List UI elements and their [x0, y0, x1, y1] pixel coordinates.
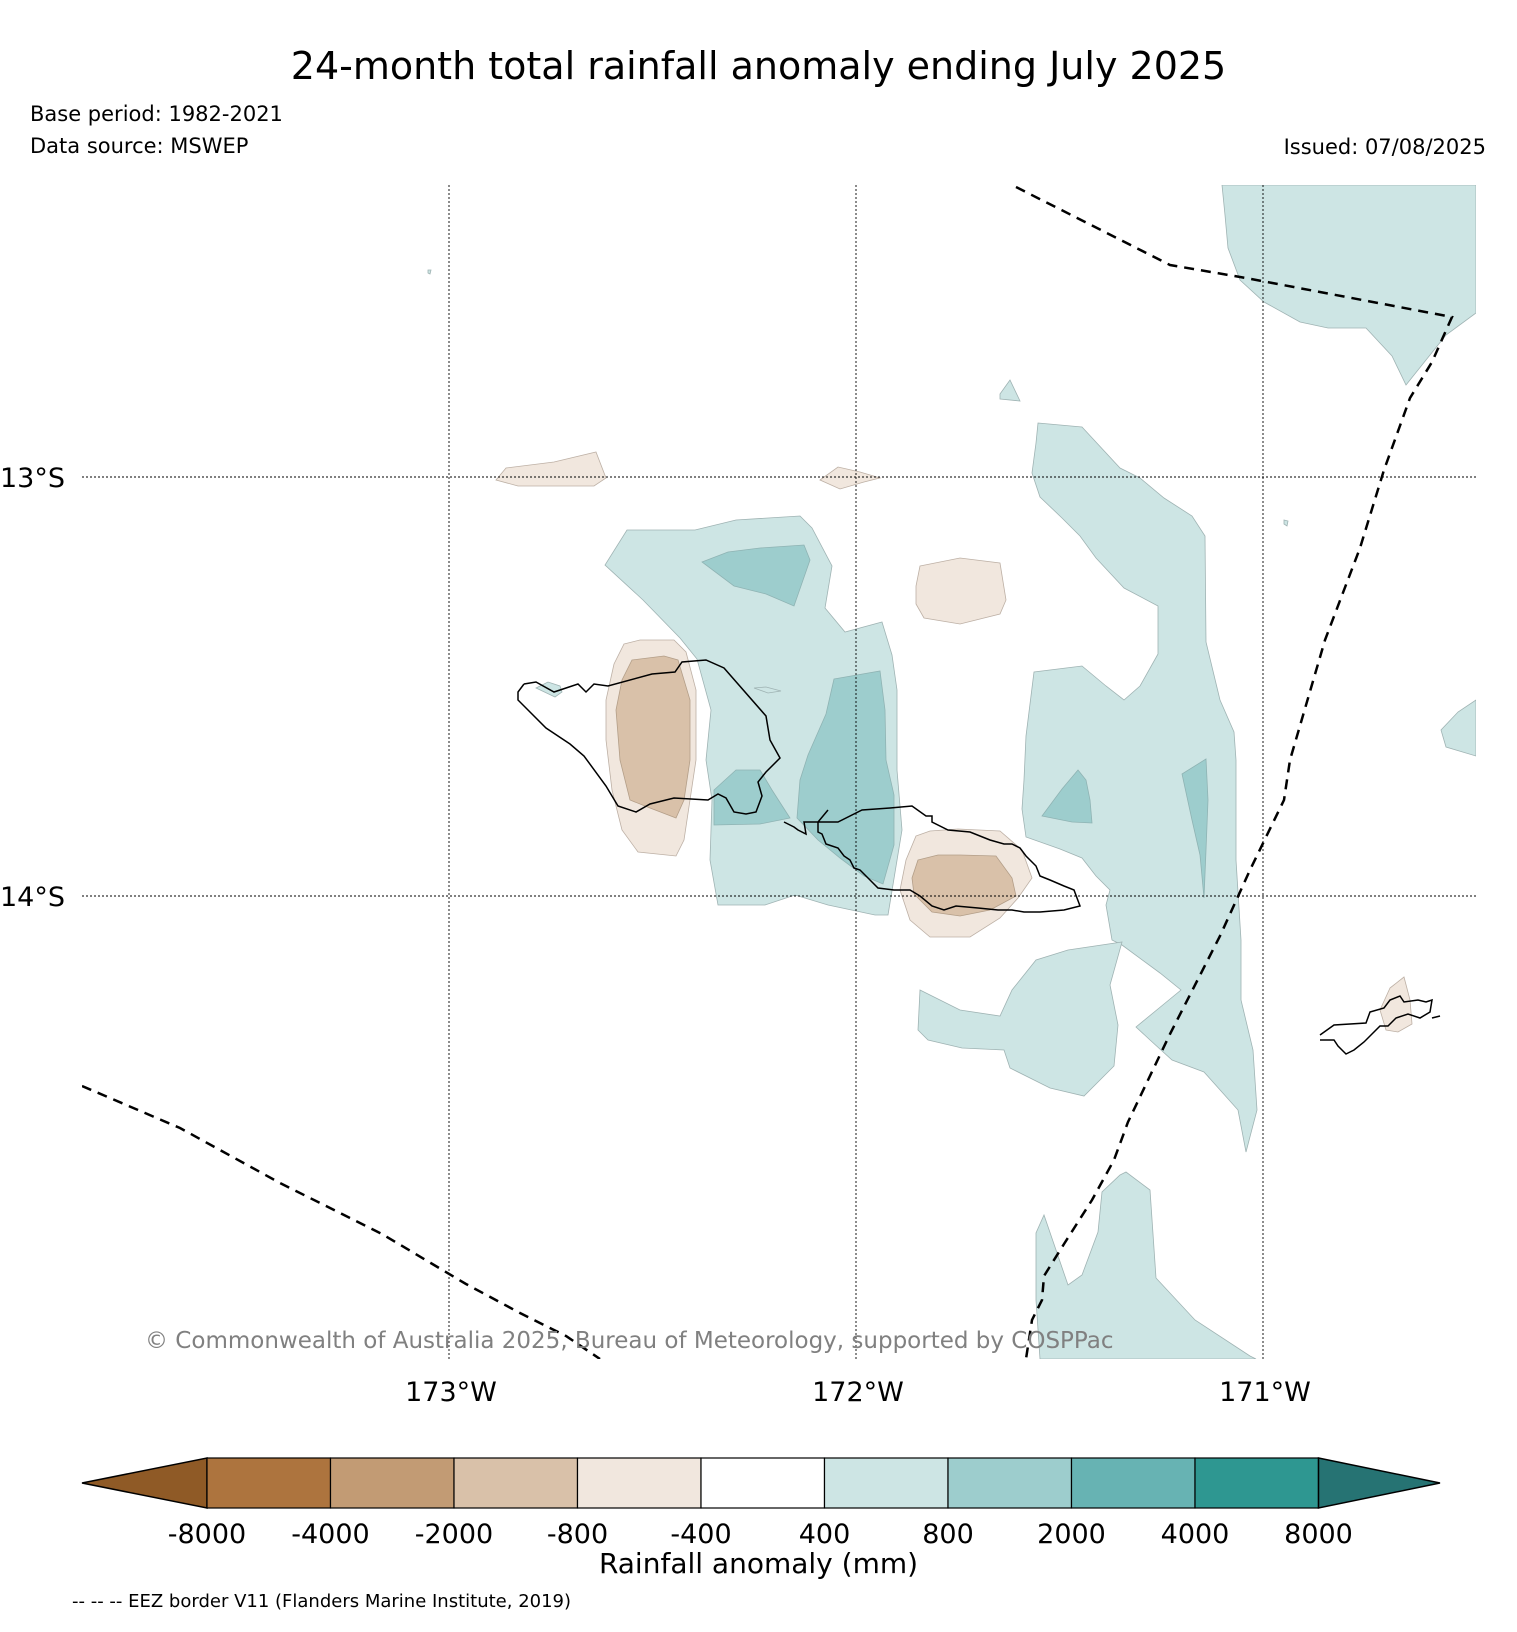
map-title: 24-month total rainfall anomaly ending J… — [290, 44, 1227, 88]
colorbar-segment — [329, 1457, 455, 1509]
colorbar-tick-label: -4000 — [291, 1519, 369, 1550]
latitude-labels: 13°S 14°S — [0, 463, 65, 913]
colorbar-tick-label: 8000 — [1284, 1519, 1353, 1550]
lon-label-173w: 173°W — [405, 1377, 497, 1408]
colorbar-tick-label: -8000 — [168, 1519, 246, 1550]
colorbar-tick-label: -800 — [547, 1519, 608, 1550]
longitude-labels: 173°W 172°W 171°W — [405, 1377, 1311, 1408]
eez-border — [82, 185, 1454, 1359]
coastline-upolu — [783, 805, 1081, 913]
eez-legend-note: -- -- -- EEZ border V11 (Flanders Marine… — [72, 1591, 572, 1612]
copyright-notice: © Commonwealth of Australia 2025, Bureau… — [145, 1328, 1114, 1354]
colorbar-label: Rainfall anomaly (mm) — [598, 1547, 919, 1580]
colorbar-segment — [700, 1457, 826, 1509]
colorbar-tick-label: 800 — [922, 1519, 974, 1550]
map-gridlines — [82, 185, 1476, 1359]
data-source-text: Data source: MSWEP — [30, 134, 249, 158]
coastline-savaii — [517, 659, 781, 815]
anomaly-contours — [427, 185, 1476, 1359]
lon-label-171w: 171°W — [1219, 1377, 1311, 1408]
colorbar-segment — [1194, 1457, 1320, 1509]
colorbar-extend-low — [81, 1457, 208, 1509]
colorbar-tick-label: -2000 — [415, 1519, 493, 1550]
colorbar-tick-label: 4000 — [1161, 1519, 1230, 1550]
coastlines — [517, 659, 1441, 1055]
colorbar-segment — [947, 1457, 1073, 1509]
colorbar-segment — [206, 1457, 332, 1509]
colorbar-tick-label: -400 — [670, 1519, 731, 1550]
colorbar-tick-labels: -8000 -4000 -2000 -800 -400 400 800 2000 4000 800… — [168, 1519, 1353, 1550]
colorbar-segment — [823, 1457, 949, 1509]
colorbar-segment — [1070, 1457, 1196, 1509]
lon-label-172w: 172°W — [812, 1377, 904, 1408]
coastline-islet — [1431, 1015, 1441, 1019]
colorbar-segment — [453, 1457, 579, 1509]
contour-neg800-neg2000 — [615, 655, 1017, 917]
colorbar-tick-label: 400 — [799, 1519, 851, 1550]
coastline-tutuila — [1319, 995, 1433, 1055]
base-period-text: Base period: 1982-2021 — [30, 102, 283, 126]
colorbar-segment — [576, 1457, 702, 1509]
lat-label-13s: 13°S — [0, 463, 65, 494]
colorbar-tick-label: 2000 — [1037, 1519, 1106, 1550]
colorbar-segments — [81, 1457, 1441, 1509]
colorbar-extend-high — [1317, 1457, 1441, 1509]
lat-label-14s: 14°S — [0, 882, 65, 913]
issued-date: Issued: 07/08/2025 — [1283, 135, 1486, 159]
